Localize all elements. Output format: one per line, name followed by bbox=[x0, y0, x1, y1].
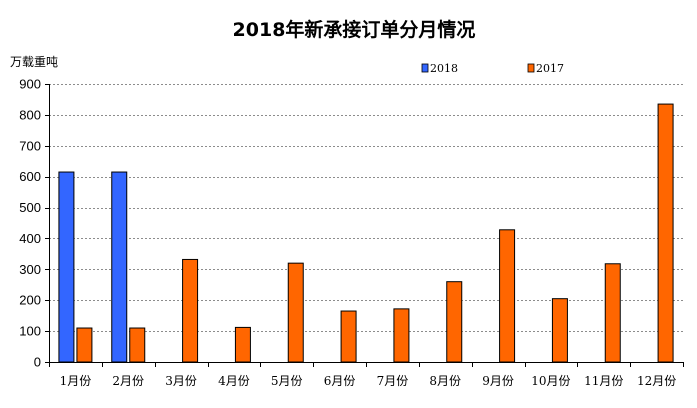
bar-2017-11月份 bbox=[604, 263, 621, 363]
x-tick-label-11: 11月份 bbox=[584, 374, 623, 388]
x-tick-label-12: 12月份 bbox=[637, 374, 676, 388]
y-tick-labels: 0 100 200 300 400 500 600 700 800 900 bbox=[19, 77, 41, 370]
bar-2018-2月份 bbox=[111, 171, 128, 363]
x-tick-label-5: 5月份 bbox=[271, 374, 303, 388]
y-tick-label-600: 600 bbox=[19, 169, 41, 184]
x-tick-labels: 1月份 2月份 3月份 4月份 5月份 6月份 7月份 8月份 9月份 10月份 11月份 12月份 bbox=[60, 374, 677, 388]
x-tick-label-10: 10月份 bbox=[531, 374, 570, 388]
bars bbox=[58, 103, 674, 363]
legend-swatch-2017 bbox=[527, 63, 535, 73]
y-tick-label-800: 800 bbox=[19, 107, 41, 122]
x-tick-label-9: 9月份 bbox=[482, 374, 514, 388]
chart-title: 2018年新承接订单分月情况 bbox=[233, 18, 476, 41]
bar-2017-2月份 bbox=[129, 327, 146, 363]
y-tick-label-0: 0 bbox=[34, 355, 41, 370]
y-tick-label-400: 400 bbox=[19, 231, 41, 246]
legend: 2018 2017 bbox=[421, 62, 564, 75]
y-tick-label-700: 700 bbox=[19, 138, 41, 153]
bar-2017-1月份 bbox=[76, 327, 93, 363]
bar-2017-8月份 bbox=[446, 281, 463, 363]
bar-2017-12月份 bbox=[657, 103, 674, 363]
legend-label-2017: 2017 bbox=[536, 62, 564, 75]
bar-2017-4月份 bbox=[234, 326, 251, 363]
y-axis-unit-label: 万载重吨 bbox=[10, 55, 58, 69]
gridlines bbox=[49, 84, 683, 332]
axes bbox=[45, 84, 684, 367]
bar-2018-1月份 bbox=[58, 171, 75, 363]
bar-2017-10月份 bbox=[551, 298, 568, 363]
x-tick-label-2: 2月份 bbox=[112, 374, 144, 388]
legend-swatch-2018 bbox=[421, 63, 429, 73]
x-tick-label-3: 3月份 bbox=[165, 374, 197, 388]
y-tick-label-200: 200 bbox=[19, 293, 41, 308]
bar-2017-7月份 bbox=[393, 308, 410, 363]
x-tick-label-7: 7月份 bbox=[377, 374, 409, 388]
y-tick-label-500: 500 bbox=[19, 200, 41, 215]
y-tick-label-300: 300 bbox=[19, 262, 41, 277]
bar-2017-5月份 bbox=[287, 262, 304, 363]
x-tick-label-1: 1月份 bbox=[60, 374, 92, 388]
bar-2017-9月份 bbox=[499, 229, 516, 363]
x-tick-label-6: 6月份 bbox=[324, 374, 356, 388]
x-tick-label-4: 4月份 bbox=[218, 374, 250, 388]
legend-label-2018: 2018 bbox=[430, 62, 458, 75]
y-tick-label-100: 100 bbox=[19, 324, 41, 339]
bar-2017-3月份 bbox=[182, 258, 199, 363]
x-tick-label-8: 8月份 bbox=[429, 374, 461, 388]
bar-2017-6月份 bbox=[340, 310, 357, 363]
y-tick-label-900: 900 bbox=[19, 77, 41, 92]
